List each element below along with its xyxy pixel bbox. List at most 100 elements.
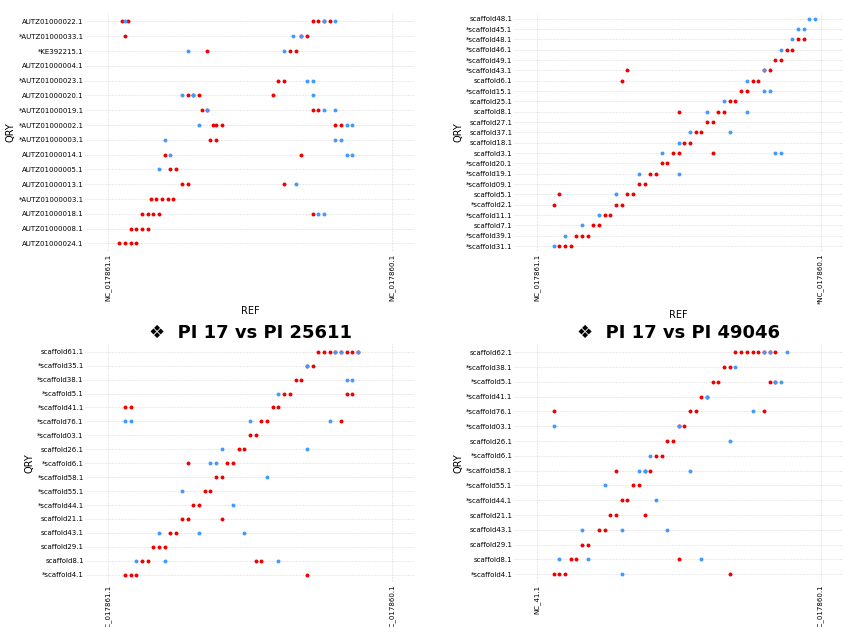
Point: [164, 150, 177, 160]
Point: [547, 241, 561, 251]
Point: [215, 472, 228, 482]
Point: [340, 389, 354, 399]
Point: [283, 389, 296, 399]
Point: [689, 127, 703, 137]
Point: [329, 347, 343, 357]
Point: [243, 430, 256, 440]
Point: [340, 150, 354, 160]
Point: [121, 16, 135, 26]
Point: [706, 377, 720, 387]
Point: [603, 510, 617, 520]
Point: [751, 76, 765, 86]
Point: [300, 76, 314, 86]
Point: [334, 416, 348, 426]
Point: [115, 16, 129, 26]
Point: [181, 458, 194, 468]
Point: [200, 105, 214, 115]
Point: [672, 138, 686, 148]
Point: [598, 525, 612, 535]
Point: [575, 221, 589, 231]
Point: [581, 231, 595, 241]
Point: [757, 65, 771, 75]
Point: [164, 528, 177, 538]
Point: [153, 528, 166, 538]
Point: [340, 120, 354, 130]
Point: [620, 65, 634, 75]
Point: [558, 569, 572, 579]
Point: [323, 347, 337, 357]
Point: [260, 472, 273, 482]
Point: [232, 445, 245, 455]
Y-axis label: QRY: QRY: [453, 122, 463, 142]
Point: [130, 238, 143, 248]
Point: [575, 540, 589, 550]
Point: [774, 45, 788, 55]
Point: [637, 179, 651, 189]
Point: [289, 179, 302, 189]
Point: [238, 528, 251, 538]
Point: [592, 210, 606, 220]
Point: [660, 525, 674, 535]
Point: [672, 554, 686, 564]
Point: [334, 347, 348, 357]
Point: [558, 231, 572, 241]
Point: [700, 107, 714, 117]
Point: [694, 127, 708, 137]
Point: [569, 231, 583, 241]
Point: [586, 221, 600, 231]
Point: [204, 486, 217, 496]
Point: [763, 65, 776, 75]
Point: [598, 210, 612, 220]
Point: [564, 554, 578, 564]
Point: [118, 238, 132, 248]
Point: [547, 406, 561, 416]
Point: [158, 542, 171, 552]
Point: [300, 361, 314, 371]
Point: [581, 540, 595, 550]
Point: [552, 569, 566, 579]
Point: [272, 389, 285, 399]
Point: [329, 120, 343, 130]
Point: [626, 189, 640, 199]
Point: [558, 241, 572, 251]
Point: [278, 46, 291, 56]
Point: [346, 389, 360, 399]
Point: [181, 179, 194, 189]
Point: [723, 97, 737, 107]
Point: [689, 406, 703, 416]
Point: [643, 466, 657, 476]
Point: [175, 486, 188, 496]
Point: [192, 528, 205, 538]
Point: [620, 495, 634, 505]
Point: [155, 194, 169, 204]
Point: [609, 466, 623, 476]
Point: [757, 347, 771, 357]
Point: [226, 458, 239, 468]
Point: [660, 159, 674, 169]
Point: [306, 16, 320, 26]
Text: ❖  PI 17 vs PI 49046: ❖ PI 17 vs PI 49046: [577, 324, 780, 342]
Point: [166, 194, 180, 204]
Point: [289, 46, 302, 56]
Point: [141, 224, 154, 234]
Point: [187, 500, 200, 510]
Y-axis label: QRY: QRY: [6, 122, 16, 142]
Point: [683, 406, 697, 416]
Point: [740, 86, 754, 96]
Point: [615, 76, 629, 86]
Point: [609, 200, 623, 210]
Point: [700, 392, 714, 402]
Point: [215, 445, 228, 455]
Point: [346, 150, 360, 160]
Point: [130, 224, 143, 234]
Point: [124, 403, 137, 413]
Point: [209, 458, 222, 468]
Point: [700, 117, 714, 127]
Point: [351, 347, 365, 357]
Point: [792, 34, 805, 45]
Point: [306, 209, 320, 219]
Point: [226, 500, 239, 510]
Point: [300, 31, 314, 41]
Point: [649, 451, 663, 461]
Point: [158, 150, 171, 160]
